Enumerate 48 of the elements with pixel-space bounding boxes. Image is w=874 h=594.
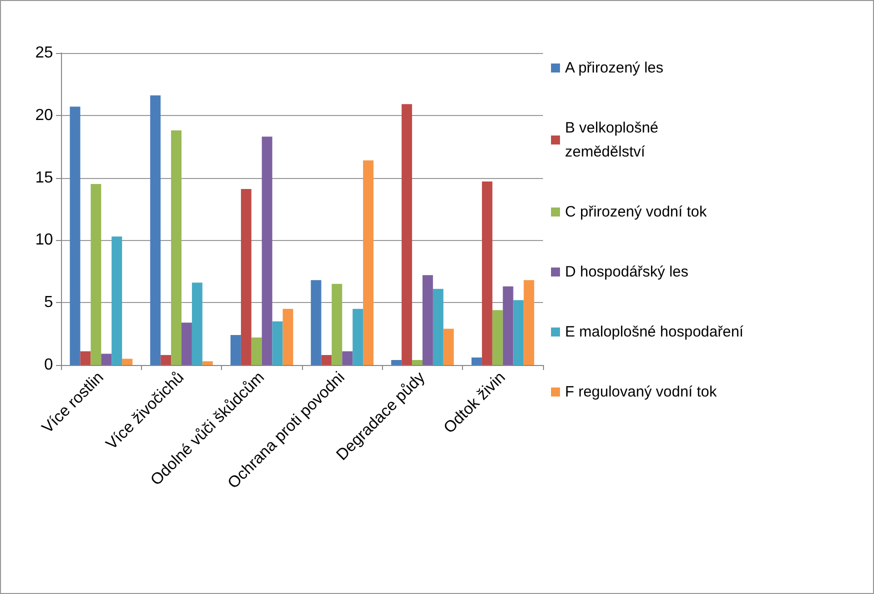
bar <box>230 335 241 365</box>
bar <box>332 284 342 365</box>
bar <box>262 136 272 365</box>
legend-label: D hospodářský les <box>565 264 688 280</box>
bar <box>150 95 161 365</box>
bar <box>502 286 514 365</box>
bar <box>412 360 422 365</box>
bar <box>160 355 172 365</box>
y-tick-label: 25 <box>35 44 54 62</box>
bar <box>202 361 213 365</box>
bar <box>310 280 322 365</box>
bar <box>352 308 364 365</box>
y-tick-label: 5 <box>44 294 54 312</box>
bar <box>443 328 454 365</box>
bar <box>80 351 91 365</box>
bar <box>122 358 132 365</box>
legend-label: A přirozený les <box>565 60 664 76</box>
y-tick-label: 0 <box>44 356 54 374</box>
bar <box>251 338 262 365</box>
bar <box>524 280 534 365</box>
legend-label: B velkoplošné zemědělství <box>565 120 663 160</box>
y-tick-label: 15 <box>35 169 54 186</box>
bar <box>422 275 433 365</box>
bar <box>513 300 524 365</box>
bar <box>482 182 492 365</box>
bar <box>321 355 332 365</box>
bar <box>282 308 294 365</box>
bar <box>182 322 192 365</box>
y-tick-label: 20 <box>35 106 54 124</box>
bar <box>391 360 402 365</box>
bar <box>112 236 122 365</box>
bar <box>492 310 503 365</box>
legend-label: F regulovaný vodní tok <box>565 384 718 400</box>
bar <box>363 160 374 365</box>
bar <box>432 288 444 365</box>
legend-label: E maloplošné hospodaření <box>565 324 744 340</box>
bar <box>90 184 102 365</box>
bar <box>240 189 252 365</box>
bar <box>402 104 412 365</box>
bar <box>272 321 283 365</box>
y-tick-label: 10 <box>35 232 54 249</box>
bar <box>192 282 202 365</box>
bar <box>101 354 112 365</box>
bar <box>342 351 353 365</box>
bar <box>472 358 482 365</box>
legend-label: C přirozený vodní tok <box>565 204 708 220</box>
bar <box>171 130 182 365</box>
bar <box>70 106 80 365</box>
